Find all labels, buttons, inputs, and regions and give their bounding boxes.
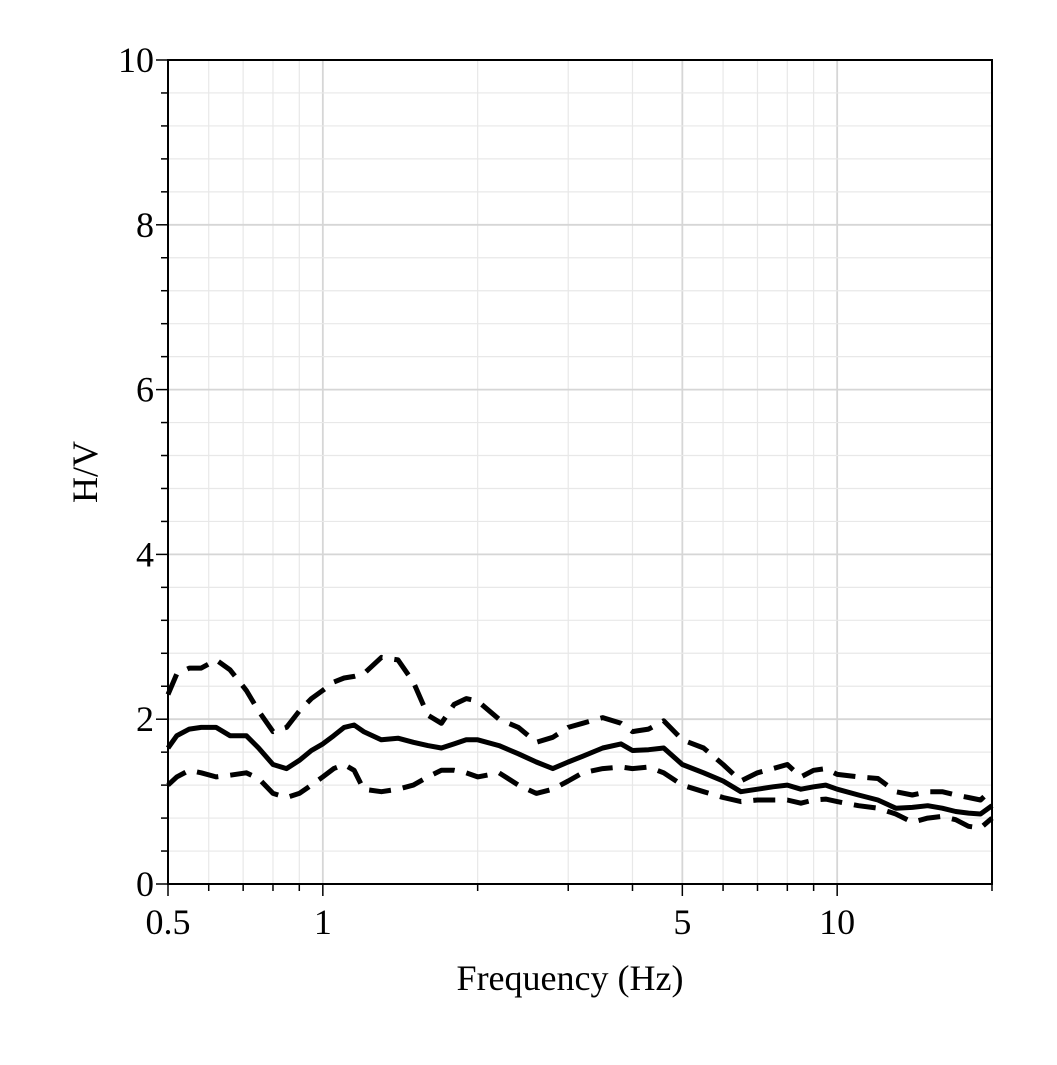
y-tick-labels: 0 2 4 6 8 10 <box>118 40 154 904</box>
axis-ticks <box>156 59 993 896</box>
plot-frame <box>167 59 993 885</box>
y-tick-label: 4 <box>136 534 154 574</box>
series-bound-line-2 <box>166 762 994 831</box>
series-bound-line-1 <box>165 654 994 803</box>
x-axis-label: Frequency (Hz) <box>457 958 684 998</box>
y-tick-label: 8 <box>136 205 154 245</box>
y-tick-label: 6 <box>136 370 154 410</box>
series-mean-line <box>165 722 994 817</box>
x-tick-labels: 0.5 1 5 10 <box>146 902 856 942</box>
y-tick-label: 10 <box>118 40 154 80</box>
grid-lines <box>168 60 992 884</box>
series-layer <box>165 654 994 831</box>
y-tick-label: 2 <box>136 699 154 739</box>
x-tick-label: 0.5 <box>146 902 191 942</box>
y-axis-label: H/V <box>65 441 105 503</box>
x-tick-label: 5 <box>673 902 691 942</box>
y-tick-label: 0 <box>136 864 154 904</box>
x-tick-label: 1 <box>314 902 332 942</box>
x-tick-label: 10 <box>819 902 855 942</box>
